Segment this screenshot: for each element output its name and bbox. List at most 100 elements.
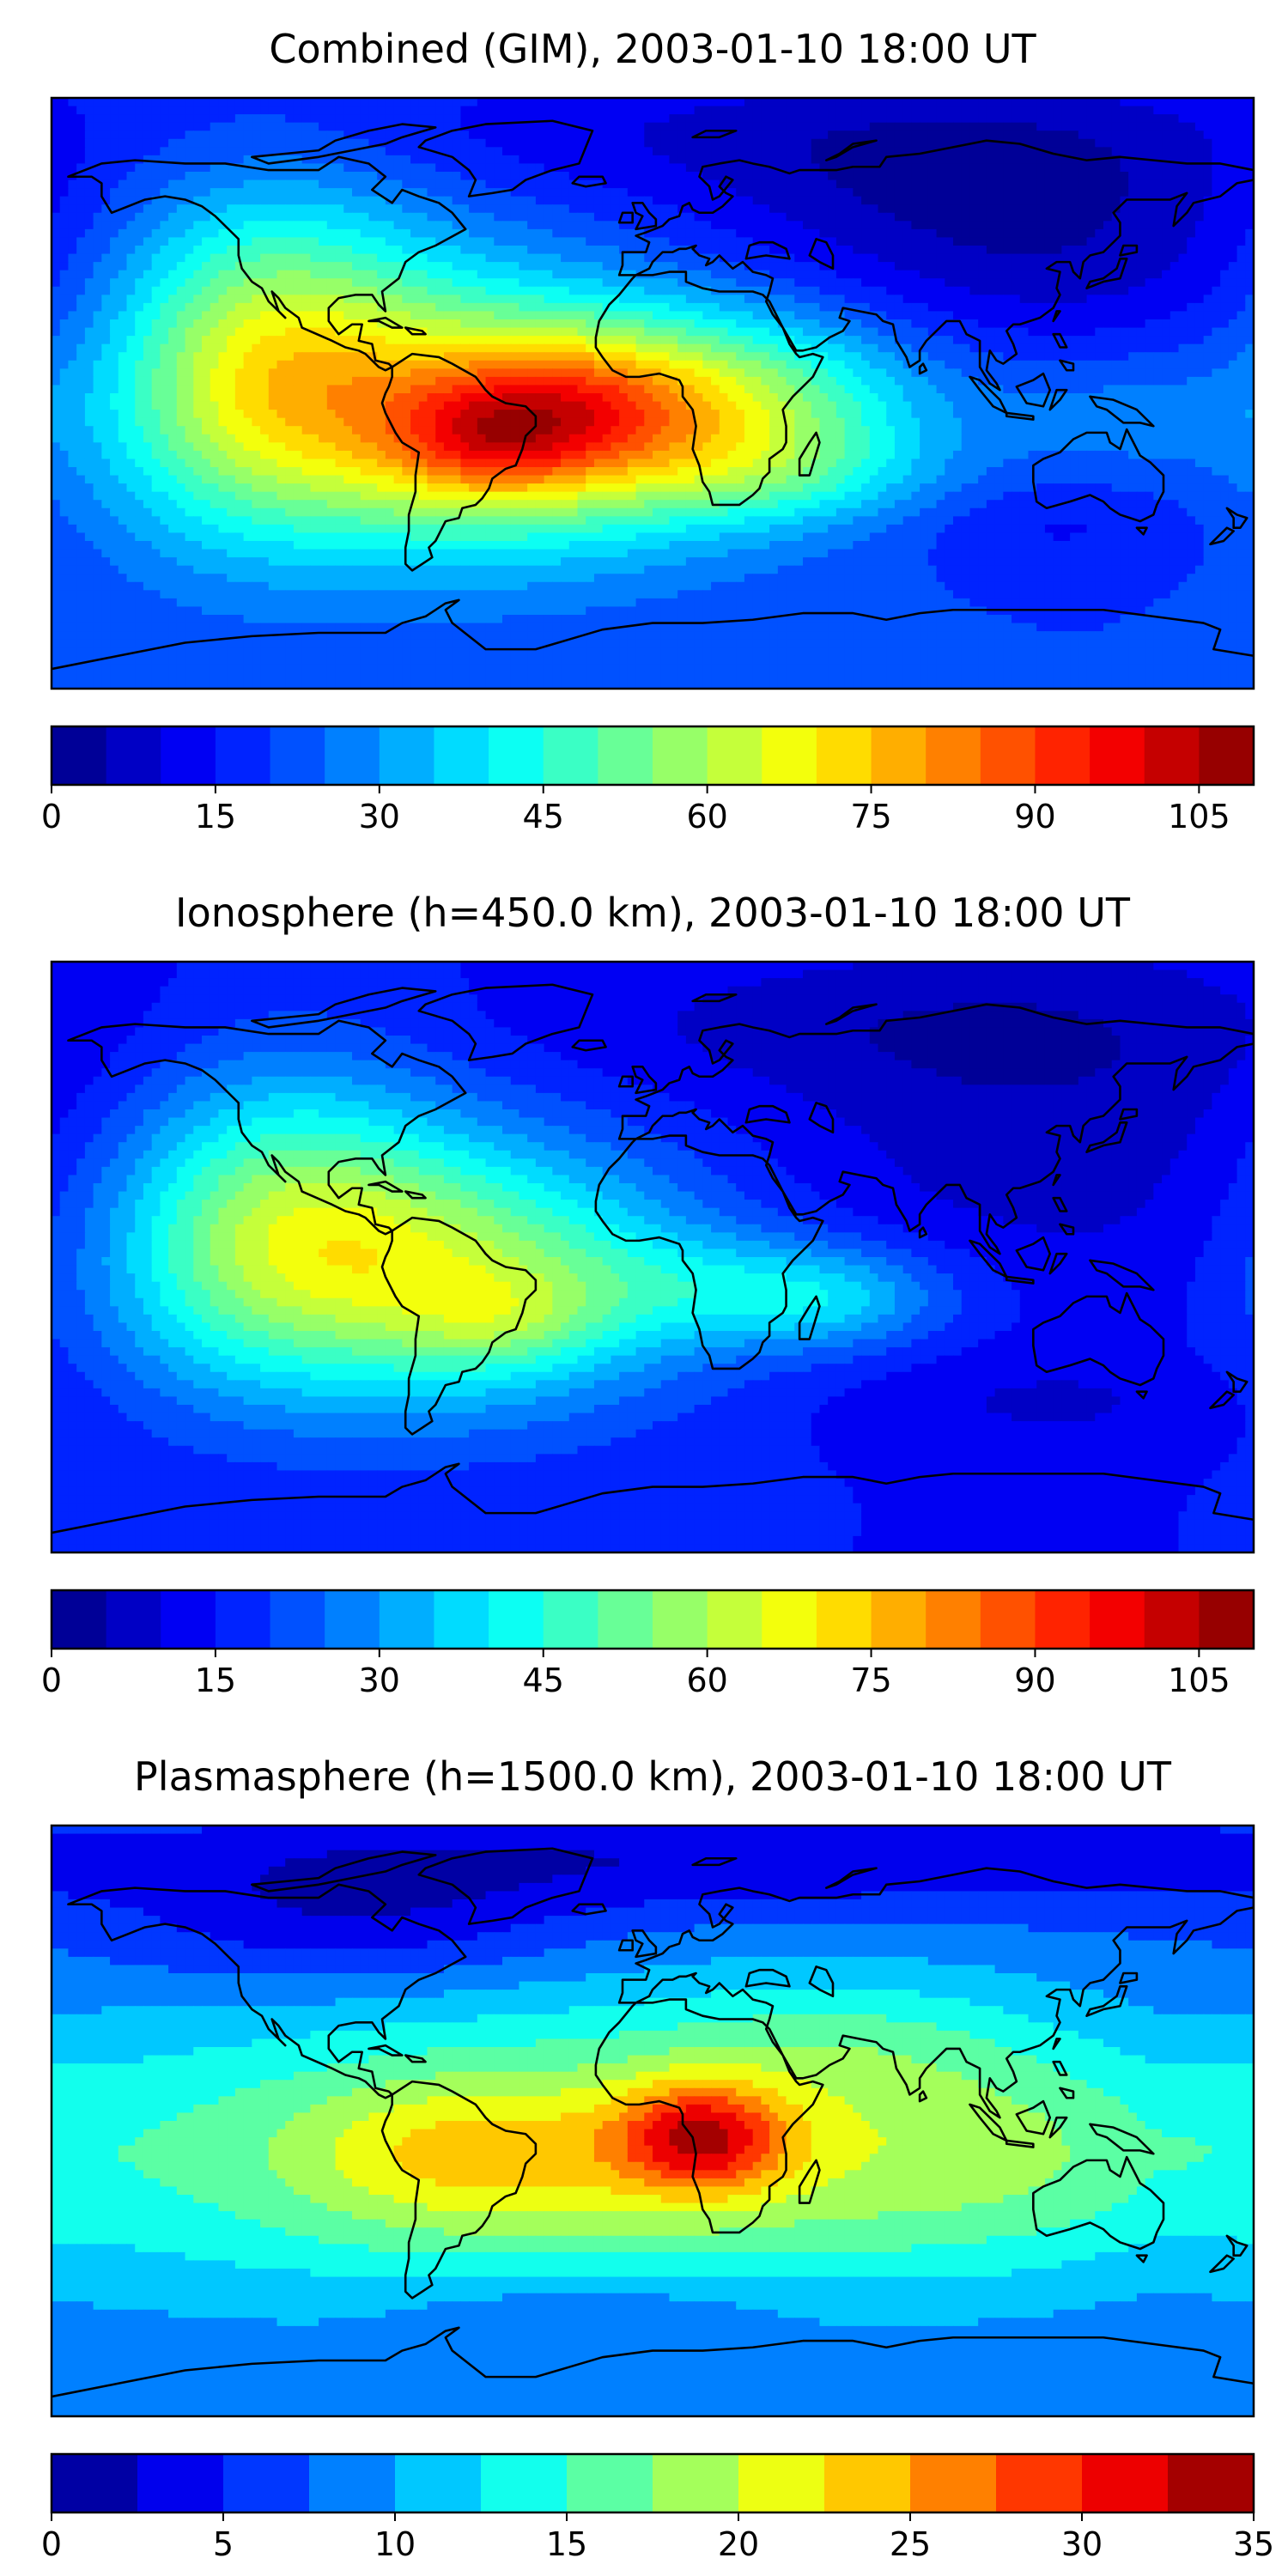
colorbar-segment [707,726,762,785]
colorbar-frame [50,725,1255,787]
colorbar-segment [1199,1590,1255,1649]
colorbar-segment [910,2454,997,2512]
colorbar-segment [762,726,817,785]
colorbar-segment [489,1590,544,1649]
colorbar-segment [824,2454,911,2512]
colorbar-segment [926,1590,981,1649]
colorbar-segment [1082,2454,1169,2512]
colorbar-segment [52,726,107,785]
colorbar-tick-label: 25 [890,2525,931,2563]
panel-2: Ionosphere (h=450.0 km), 2003-01-10 18:0… [41,890,1255,1699]
colorbar-segment [738,2454,825,2512]
colorbar-segment [871,1590,927,1649]
colorbar-segment [106,726,161,785]
panel-title: Ionosphere (h=450.0 km), 2003-01-10 18:0… [175,890,1131,936]
colorbar-segment [980,1590,1036,1649]
map-field [52,1826,1254,2416]
colorbar-segment [270,726,325,785]
map-frame [50,960,1255,1554]
colorbar-tick-label: 35 [1233,2525,1274,2563]
colorbar-segment [1035,1590,1091,1649]
colorbar-segment [379,726,434,785]
colorbar-segment [816,1590,872,1649]
colorbar-tick-label: 60 [686,798,727,835]
colorbar-segment [215,1590,271,1649]
colorbar-segment [481,2454,568,2512]
colorbar-segment [996,2454,1083,2512]
colorbar-segment [223,2454,310,2512]
colorbar-segment [871,726,927,785]
colorbar-segment [1144,1590,1200,1649]
colorbar-segment [653,726,708,785]
colorbar-tick-label: 75 [850,798,891,835]
colorbar-segment [215,726,271,785]
colorbar-segment [598,1590,653,1649]
colorbar-segment [543,726,598,785]
colorbar-frame [50,1589,1255,1650]
colorbar-segment [379,1590,434,1649]
colorbar-segment [1144,726,1200,785]
colorbar-tick-label: 15 [195,1662,236,1699]
colorbar-tick-label: 15 [546,2525,587,2563]
colorbar-tick-label: 20 [718,2525,759,2563]
colorbar-tick-label: 45 [523,1662,564,1699]
colorbar-segment [567,2454,653,2512]
colorbar-segment [1090,1590,1145,1649]
colorbar-tick-label: 60 [686,1662,727,1699]
colorbar-tick-label: 0 [41,2525,62,2563]
colorbar-tick-label: 90 [1014,798,1055,835]
colorbar-tick-label: 105 [1168,798,1230,835]
colorbar-segment [395,2454,482,2512]
colorbar-segment [543,1590,598,1649]
colorbar-tick-label: 0 [41,798,62,835]
colorbar-tick-label: 75 [850,1662,891,1699]
colorbar-segment [52,1590,107,1649]
colorbar-segment [1199,726,1255,785]
colorbar-segment [309,2454,396,2512]
colorbar-tick-label: 30 [359,1662,400,1699]
colorbar-tick-label: 90 [1014,1662,1055,1699]
colorbar-segment [137,2454,224,2512]
colorbar-tick-label: 45 [523,798,564,835]
colorbar-segment [270,1590,325,1649]
colorbar-segment [1090,726,1145,785]
colorbar-segment [161,1590,216,1649]
colorbar-segment [653,1590,708,1649]
colorbar-segment [598,726,653,785]
colorbar-tick-label: 105 [1168,1662,1230,1699]
colorbar: 0 5 10 15 20 25 30 35 [41,2452,1274,2563]
colorbar-segment [106,1590,161,1649]
colorbar: 0 15 30 45 60 75 90 105 [41,725,1255,835]
map-field [52,962,1254,1552]
colorbar-segment [434,1590,489,1649]
colorbar-segment [1168,2454,1255,2512]
colorbar-segment [1035,726,1091,785]
colorbar-segment [325,726,380,785]
colorbar-tick-label: 0 [41,1662,62,1699]
colorbar-segment [52,2454,138,2512]
colorbar-segment [653,2454,739,2512]
colorbar-tick-label: 30 [359,798,400,835]
map-frame [50,1824,1255,2418]
colorbar-segment [926,726,981,785]
colorbar-tick-label: 30 [1061,2525,1103,2563]
colorbar-tick-label: 10 [374,2525,416,2563]
colorbar-segment [762,1590,817,1649]
colorbar: 0 15 30 45 60 75 90 105 [41,1589,1255,1699]
colorbar-tick-label: 15 [195,798,236,835]
colorbar-segment [161,726,216,785]
colorbar-segment [816,726,872,785]
panel-title: Plasmasphere (h=1500.0 km), 2003-01-10 1… [134,1753,1172,1800]
panel-title: Combined (GIM), 2003-01-10 18:00 UT [269,26,1036,72]
colorbar-frame [50,2452,1255,2514]
colorbar-segment [434,726,489,785]
panel-3: Plasmasphere (h=1500.0 km), 2003-01-10 1… [41,1753,1274,2563]
map-frame [50,96,1255,690]
colorbar-tick-label: 5 [213,2525,234,2563]
map-field [52,98,1254,689]
colorbar-segment [325,1590,380,1649]
colorbar-segment [489,726,544,785]
colorbar-segment [980,726,1036,785]
colorbar-segment [707,1590,762,1649]
